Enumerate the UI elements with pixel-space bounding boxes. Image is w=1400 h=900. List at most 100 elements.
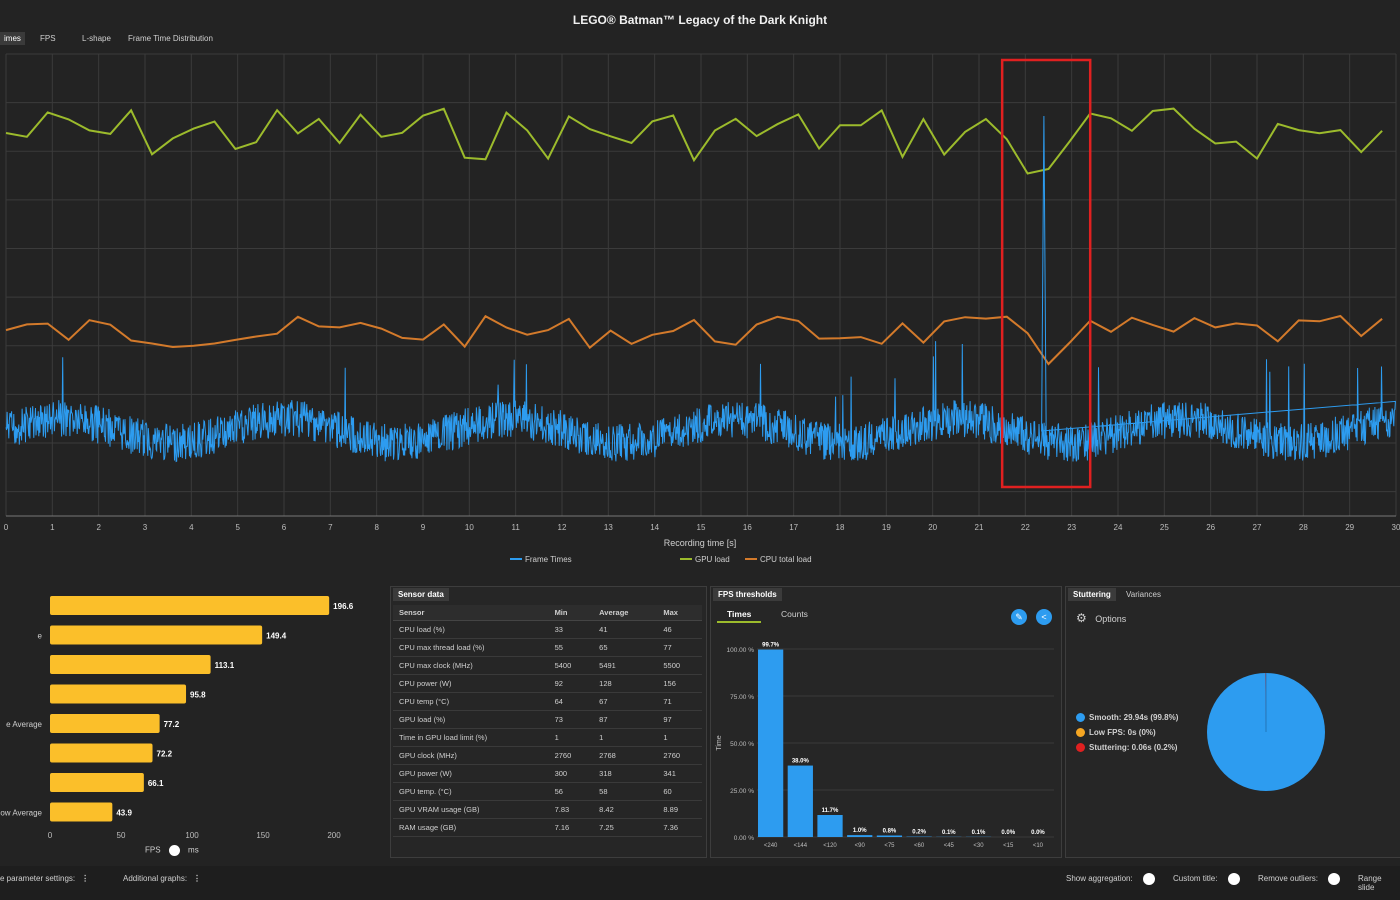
metric-bar-value: 77.2 — [164, 720, 180, 729]
sensor-table: Sensor Min Average Max CPU load (%) 33 41 46 CP… — [393, 605, 702, 837]
remove-outliers-toggle[interactable] — [1328, 873, 1340, 885]
table-cell: CPU power (W) — [393, 674, 549, 693]
table-cell: 33 — [548, 620, 594, 639]
bar-x-tick: 100 — [185, 831, 199, 840]
table-cell: GPU power (W) — [393, 764, 549, 783]
fps-y-tick: 75.00 % — [730, 694, 754, 701]
table-cell: 5500 — [657, 656, 702, 675]
x-tick-label: 19 — [882, 523, 891, 532]
tab-sensor-data[interactable]: Sensor data — [393, 588, 449, 601]
metric-bar — [50, 684, 187, 704]
sensor-column-header[interactable]: Max — [657, 605, 702, 621]
table-cell: 97 — [657, 710, 702, 729]
table-cell: 2760 — [548, 746, 594, 765]
x-tick-label: 9 — [421, 523, 426, 532]
parameter-settings[interactable]: e parameter settings: ⋮ — [0, 874, 90, 883]
table-cell: 5491 — [593, 656, 658, 675]
unit-fps-label: FPS — [145, 845, 161, 855]
threshold-bar — [817, 815, 843, 837]
chart-legend: Frame Times GPU load CPU total load — [510, 555, 812, 564]
legend-frame-times: Frame Times — [525, 555, 572, 564]
x-tick-label: 11 — [512, 523, 521, 532]
table-cell: 7.83 — [548, 800, 594, 819]
tab-fps-thresholds[interactable]: FPS thresholds — [713, 588, 782, 601]
tab-l-shape[interactable]: L-shape — [82, 34, 111, 43]
show-aggregation-toggle[interactable] — [1143, 873, 1155, 885]
threshold-bar — [758, 649, 784, 837]
unit-ms-label: ms — [188, 845, 199, 855]
fps-y-tick: 25.00 % — [730, 788, 754, 795]
bar-x-tick: 0 — [48, 831, 53, 840]
custom-title-toggle[interactable] — [1228, 873, 1240, 885]
table-cell: Time in GPU load limit (%) — [393, 728, 549, 747]
table-cell: 318 — [593, 764, 658, 783]
x-tick-label: 5 — [235, 523, 240, 532]
metric-bar — [50, 625, 263, 645]
subtab-times[interactable]: Times — [717, 607, 762, 623]
table-cell: 156 — [657, 674, 702, 693]
table-cell: 1 — [657, 728, 702, 747]
metric-bar-value: 66.1 — [148, 779, 164, 788]
additional-graphs[interactable]: Additional graphs: ⋮ — [123, 874, 202, 883]
x-tick-label: 30 — [1392, 523, 1400, 532]
threshold-bar — [847, 835, 873, 837]
x-tick-label: 27 — [1253, 523, 1262, 532]
options-button[interactable]: ⚙ Options — [1076, 611, 1126, 625]
low-fps-dot — [1076, 728, 1085, 738]
legend-stuttering: Stuttering: 0.06s (0.2%) — [1076, 740, 1178, 755]
metric-bar — [50, 655, 211, 674]
table-cell: 71 — [657, 692, 702, 711]
tab-frame-times[interactable]: imes — [0, 32, 25, 45]
edit-icon[interactable]: ✎ — [1011, 609, 1027, 625]
table-cell: 128 — [593, 674, 658, 693]
unit-toggle-knob[interactable] — [168, 845, 180, 856]
x-tick-label: 1 — [50, 523, 55, 532]
sensor-column-header[interactable]: Sensor — [393, 605, 549, 621]
x-tick-label: 18 — [836, 523, 845, 532]
threshold-bar-value: 38.0% — [792, 759, 810, 765]
kebab-menu-icon: ⋮ — [193, 874, 202, 883]
tab-frame-time-distribution[interactable]: Frame Time Distribution — [128, 34, 213, 43]
frametime-chart[interactable]: 0 1 2 3 4 5 6 7 8 9 10 11 12 13 14 15 16 17 18 19 20 21 22 23 24… — [0, 46, 1400, 571]
stuttering-pie-chart — [1207, 673, 1325, 791]
threshold-category: <30 — [973, 843, 984, 849]
highlight-box — [1000, 58, 1092, 489]
table-cell: CPU load (%) — [393, 620, 549, 639]
threshold-bar-value: 11.7% — [822, 808, 839, 814]
sensor-column-header[interactable]: Min — [548, 605, 594, 621]
metric-bar — [50, 596, 330, 615]
sensor-column-header[interactable]: Average — [593, 605, 658, 621]
table-row: RAM usage (GB) 7.16 7.25 7.36 — [393, 818, 702, 837]
table-cell: 300 — [548, 764, 594, 783]
metric-bar — [50, 743, 153, 763]
x-tick-label: 21 — [975, 523, 984, 532]
x-tick-label: 2 — [96, 523, 101, 532]
show-aggregation-label: Show aggregation: — [1066, 874, 1133, 883]
metric-bar-value: 43.9 — [116, 809, 132, 818]
table-cell: RAM usage (GB) — [393, 818, 549, 837]
table-row: CPU max thread load (%) 55 65 77 — [393, 638, 702, 657]
fps-y-tick: 100.00 % — [727, 647, 755, 654]
x-tick-label: 14 — [650, 523, 659, 532]
table-row: CPU load (%) 33 41 46 — [393, 620, 702, 639]
table-cell: GPU clock (MHz) — [393, 746, 549, 765]
threshold-category: <144 — [794, 843, 808, 849]
legend-smooth: Smooth: 29.94s (99.8%) — [1076, 710, 1178, 725]
footer-bar — [0, 866, 1400, 900]
stuttering-dot — [1076, 743, 1085, 753]
subtab-counts[interactable]: Counts — [781, 609, 808, 619]
x-tick-label: 23 — [1067, 523, 1076, 532]
x-tick-label: 6 — [282, 523, 287, 532]
share-icon[interactable]: < — [1036, 609, 1052, 625]
table-cell: GPU VRAM usage (GB) — [393, 800, 549, 819]
unit-toggle[interactable]: FPS ms — [145, 845, 199, 856]
tab-variances[interactable]: Variances — [1126, 590, 1161, 599]
table-row: Time in GPU load limit (%) 1 1 1 — [393, 728, 702, 747]
tab-stuttering[interactable]: Stuttering — [1068, 588, 1116, 601]
bar-x-tick: 50 — [117, 831, 126, 840]
threshold-bar — [787, 765, 813, 837]
metric-bar-label: e — [38, 632, 43, 641]
tab-fps[interactable]: FPS — [40, 34, 56, 43]
x-axis-label: Recording time [s] — [664, 538, 737, 548]
x-tick-label: 4 — [189, 523, 194, 532]
